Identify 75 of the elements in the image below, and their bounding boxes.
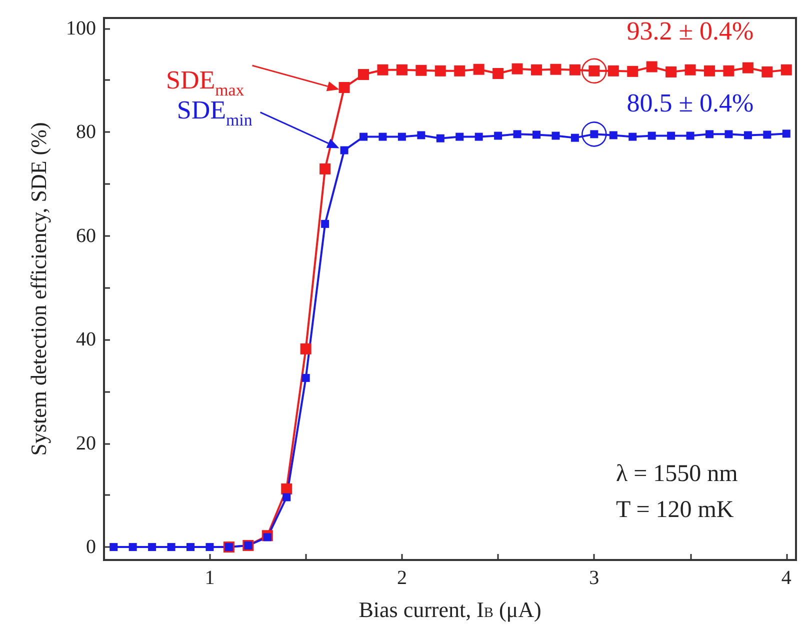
point xyxy=(377,64,388,76)
point xyxy=(763,130,772,139)
point xyxy=(550,64,562,75)
point xyxy=(706,130,714,138)
point xyxy=(416,64,427,76)
point xyxy=(532,130,540,139)
y-tick-label: 100 xyxy=(66,17,96,40)
point xyxy=(281,483,292,494)
point xyxy=(531,64,542,76)
point xyxy=(398,132,406,141)
point xyxy=(724,130,733,138)
point xyxy=(667,132,676,140)
point xyxy=(473,64,484,75)
point xyxy=(648,132,656,140)
point xyxy=(436,134,444,142)
y-tick-label: 80 xyxy=(76,121,96,144)
point xyxy=(338,82,350,93)
point xyxy=(646,61,658,72)
point xyxy=(628,132,637,141)
point xyxy=(666,66,677,78)
point xyxy=(782,130,790,138)
point xyxy=(609,131,618,140)
annotation: λ = 1550 nm xyxy=(616,460,738,487)
point xyxy=(396,64,408,76)
point xyxy=(474,132,483,141)
point xyxy=(456,132,464,141)
point xyxy=(627,66,638,77)
point xyxy=(300,343,312,354)
point xyxy=(263,533,272,542)
point xyxy=(282,493,291,502)
point xyxy=(340,146,348,154)
point xyxy=(320,163,331,174)
point xyxy=(434,65,446,76)
point xyxy=(148,543,156,552)
point xyxy=(513,130,522,138)
point xyxy=(358,69,369,80)
point xyxy=(206,543,214,552)
annotation: 80.5 ± 0.4% xyxy=(626,88,754,118)
x-tick-label: 1 xyxy=(204,567,215,589)
point xyxy=(167,543,176,552)
y-tick-label: 40 xyxy=(76,328,96,351)
y-tick-label: 60 xyxy=(76,224,96,247)
point xyxy=(569,64,580,76)
x-tick-label: 3 xyxy=(589,567,600,589)
point xyxy=(570,134,579,142)
point xyxy=(780,64,792,76)
point xyxy=(742,62,754,74)
point xyxy=(378,132,387,141)
point xyxy=(128,543,137,552)
y-tick-label: 20 xyxy=(76,432,96,454)
point xyxy=(608,65,619,76)
point xyxy=(360,132,368,141)
point xyxy=(512,63,523,74)
point xyxy=(321,220,330,228)
point xyxy=(417,131,426,140)
point xyxy=(762,66,773,78)
annotation: T = 120 mK xyxy=(616,496,734,523)
point xyxy=(494,132,502,140)
x-axis-title: Bias current, IB (μA) xyxy=(358,597,542,622)
point xyxy=(552,132,560,140)
point xyxy=(686,132,694,140)
x-tick-label: 4 xyxy=(781,567,792,589)
point xyxy=(684,64,696,76)
point xyxy=(302,374,310,382)
point xyxy=(704,65,715,76)
annotation: 93.2 ± 0.4% xyxy=(626,16,754,46)
y-tick-label: 0 xyxy=(86,536,96,558)
point xyxy=(492,68,504,79)
point xyxy=(454,65,466,76)
point xyxy=(110,543,118,552)
x-tick-label: 2 xyxy=(396,567,407,589)
point xyxy=(186,543,194,552)
point xyxy=(723,65,734,76)
point xyxy=(744,131,752,140)
y-axis-title: System detection efficiency, SDE (%) xyxy=(26,122,51,456)
